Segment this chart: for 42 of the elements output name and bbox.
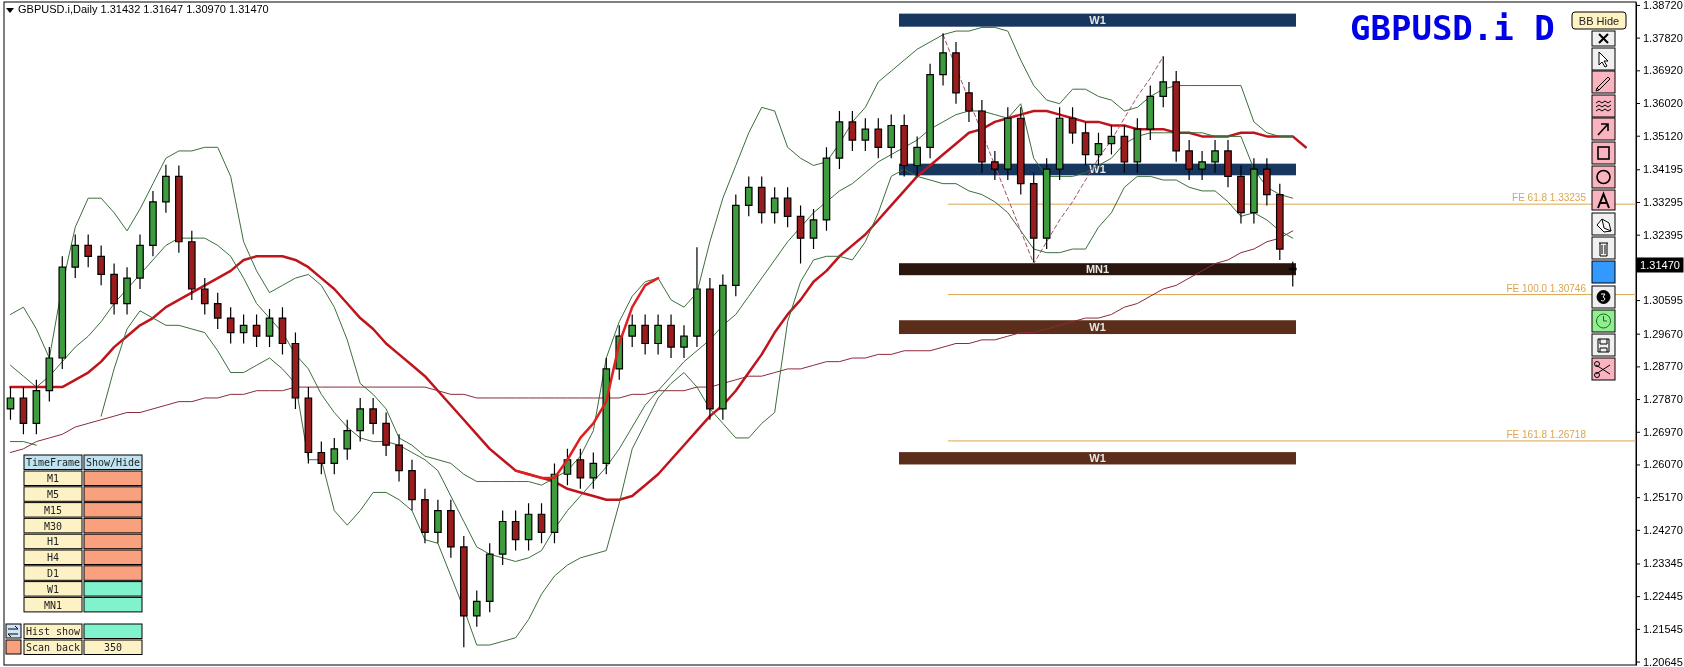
y-tick-label: 1.37820	[1643, 31, 1683, 44]
annotation: H4	[46, 552, 60, 564]
annotation: MN1	[43, 599, 63, 611]
y-tick-label: 1.25170	[1643, 491, 1683, 504]
y-tick-label: 1.29670	[1643, 327, 1683, 340]
y-tick-label: 1.23345	[1643, 557, 1683, 570]
y-tick-label: 1.35120	[1643, 129, 1683, 142]
y-tick-label: 1.22445	[1643, 590, 1683, 603]
chart-title: GBPUSD.i,Daily 1.31432 1.31647 1.30970 1.31470	[18, 3, 269, 15]
ref-line-label: FE 61.8 1.33235	[1512, 192, 1587, 204]
y-tick-label: 1.38720	[1643, 0, 1683, 11]
annotation: M30	[43, 520, 63, 532]
y-tick-label: 1.33295	[1643, 196, 1683, 209]
y-tick-label: 1.24270	[1643, 523, 1683, 536]
y-tick-label: 1.26070	[1643, 458, 1683, 471]
text: 1.31470	[1640, 259, 1680, 271]
y-tick-label: 1.28770	[1643, 360, 1683, 373]
annotation: M15	[43, 504, 63, 516]
y-tick-label: 1.26970	[1643, 425, 1683, 438]
y-tick-label: 1.36020	[1643, 97, 1683, 110]
y-tick-label: 1.21545	[1643, 622, 1683, 635]
band-label: MN1	[1085, 263, 1110, 276]
y-tick-label: 1.32395	[1643, 228, 1683, 241]
band-label: W1	[1089, 321, 1106, 334]
y-tick-label: 1.36920	[1643, 64, 1683, 77]
ref-line-label: FE 161.8 1.26718	[1506, 428, 1587, 440]
band-label: W1	[1089, 163, 1106, 176]
band-label: W1	[1089, 14, 1106, 27]
y-tick-label: 1.34195	[1643, 163, 1683, 176]
chart-subtitle: GBPUSD.i D	[1350, 8, 1555, 48]
annotation: H1	[46, 536, 60, 548]
ref-line-label: FE 100.0 1.30746	[1506, 282, 1587, 294]
annotation: M5	[46, 489, 60, 501]
annotation: D1	[46, 568, 60, 580]
annotation: W1	[46, 583, 60, 595]
y-tick-label: 1.20645	[1643, 655, 1683, 667]
annotation: M1	[46, 473, 60, 485]
band-label: W1	[1089, 452, 1106, 465]
y-tick-label: 1.30595	[1643, 294, 1683, 307]
annotation: BB Hide	[1578, 14, 1620, 27]
y-tick-label: 1.27870	[1643, 393, 1683, 406]
annotation: 350	[103, 642, 123, 654]
